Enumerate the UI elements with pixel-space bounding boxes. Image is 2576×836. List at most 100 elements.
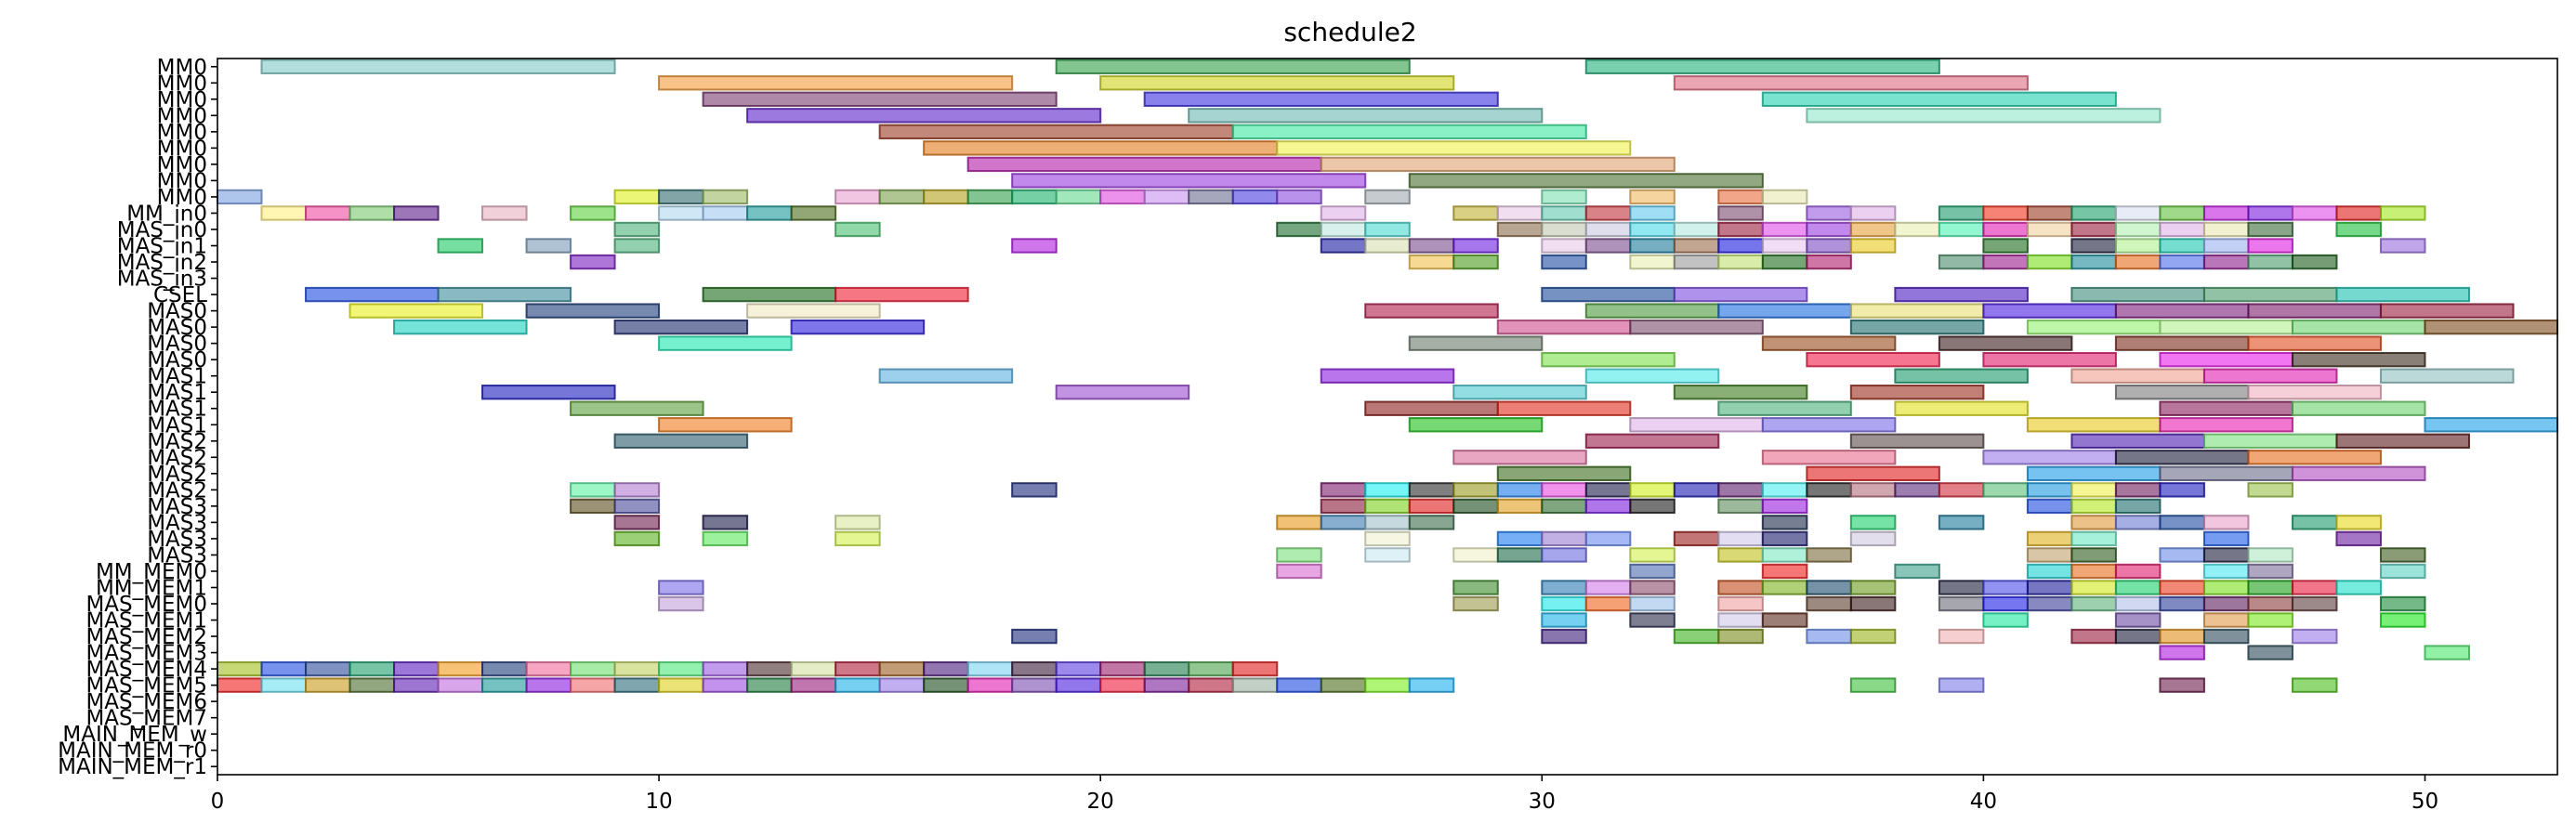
task-bar	[923, 677, 969, 693]
task-bar	[835, 221, 881, 238]
task-bar	[1673, 254, 1720, 270]
task-bar	[2202, 563, 2250, 580]
task-bar	[1673, 75, 2029, 91]
task-bar	[2026, 498, 2073, 515]
task-bar	[1364, 189, 1411, 205]
task-bar	[1761, 612, 1808, 628]
task-bar	[1011, 189, 1058, 205]
task-bar	[2159, 400, 2293, 416]
task-bar	[1011, 628, 1058, 645]
task-bar	[1629, 417, 1764, 433]
task-bar	[1982, 612, 2029, 628]
task-bar	[702, 530, 749, 547]
task-bar	[2291, 628, 2338, 645]
task-bar	[393, 677, 440, 693]
task-bar	[1364, 400, 1499, 416]
task-bar	[966, 156, 1322, 173]
task-bar	[1849, 221, 1897, 238]
task-bar	[260, 660, 308, 677]
y-tick-label: MAS0	[147, 333, 207, 357]
task-bar	[790, 319, 926, 335]
y-tick-label: MM_in0	[126, 202, 207, 226]
task-bar	[1011, 482, 1058, 498]
task-bar	[1452, 482, 1499, 498]
task-bar	[1408, 335, 1544, 351]
task-bar	[1496, 465, 1632, 482]
task-bar	[1143, 660, 1190, 677]
task-bar	[2070, 205, 2117, 221]
task-bar	[2159, 580, 2205, 595]
task-bar	[2159, 205, 2205, 221]
task-bar	[835, 677, 881, 693]
y-tick-label: MAIN_MEM_r0	[58, 739, 207, 764]
task-bar	[658, 75, 1014, 91]
task-bar	[1761, 221, 1808, 238]
task-bar	[613, 189, 661, 205]
task-bar	[1452, 595, 1499, 612]
task-bar	[658, 335, 793, 351]
task-bar	[1320, 156, 1676, 173]
task-bar	[658, 580, 704, 595]
task-bar	[2202, 612, 2250, 628]
task-bar	[1143, 677, 1190, 693]
y-tick-label: MAS2	[147, 478, 207, 503]
task-bar	[2247, 595, 2293, 612]
task-bar	[1584, 59, 1940, 74]
task-bar	[1806, 254, 1852, 270]
task-bar	[2379, 368, 2515, 384]
task-bar	[1673, 238, 1720, 254]
task-bar	[1761, 189, 1808, 205]
task-bar	[2114, 498, 2162, 515]
task-bar	[2379, 595, 2426, 612]
task-bar	[2070, 238, 2117, 254]
task-bar	[393, 660, 440, 677]
task-bar	[2070, 498, 2117, 515]
task-bar	[1806, 547, 1852, 563]
task-bar	[1541, 205, 1587, 221]
task-bar	[2247, 563, 2293, 580]
task-bar	[2114, 612, 2162, 628]
task-bar	[746, 660, 793, 677]
task-bar	[1320, 238, 1367, 254]
task-bar	[217, 677, 263, 693]
task-bar	[1364, 515, 1411, 530]
task-bar	[2247, 580, 2293, 595]
task-bar	[1982, 205, 2029, 221]
task-bar	[613, 660, 661, 677]
task-bar	[2379, 205, 2426, 221]
task-bar	[1673, 221, 1720, 238]
task-bar	[1629, 238, 1676, 254]
task-bar	[2159, 221, 2205, 238]
task-bar	[481, 660, 528, 677]
task-bar	[878, 368, 1014, 384]
task-bar	[481, 205, 528, 221]
task-bar	[570, 205, 616, 221]
task-bar	[1408, 677, 1455, 693]
task-bar	[2070, 580, 2117, 595]
y-tick-label: MAS_MEM1	[85, 609, 207, 634]
y-tick-label: MM0	[157, 104, 207, 128]
task-bar	[2335, 221, 2382, 238]
y-tick-label: MM0	[157, 169, 207, 193]
task-bar	[1938, 677, 1985, 693]
task-bar	[2070, 254, 2117, 270]
task-bar	[2202, 286, 2338, 303]
x-tick-label: 0	[211, 790, 225, 814]
task-bar	[1541, 351, 1676, 368]
task-bar	[1629, 205, 1676, 221]
task-bar	[1982, 482, 2029, 498]
task-bar	[1584, 433, 1720, 449]
task-bar	[1276, 221, 1322, 238]
task-bar	[1806, 221, 1852, 238]
x-axis: 0 10 20 30 40 50	[211, 775, 2438, 814]
task-bar	[1408, 482, 1455, 498]
task-bar	[2335, 580, 2382, 595]
task-bar	[1629, 612, 1676, 628]
task-bar	[1938, 482, 1985, 498]
task-bar	[1894, 368, 2029, 384]
task-bar	[1099, 75, 1455, 91]
task-bar	[1364, 677, 1411, 693]
task-bar	[2026, 254, 2073, 270]
task-bar	[1496, 221, 1544, 238]
task-bar	[2026, 563, 2073, 580]
